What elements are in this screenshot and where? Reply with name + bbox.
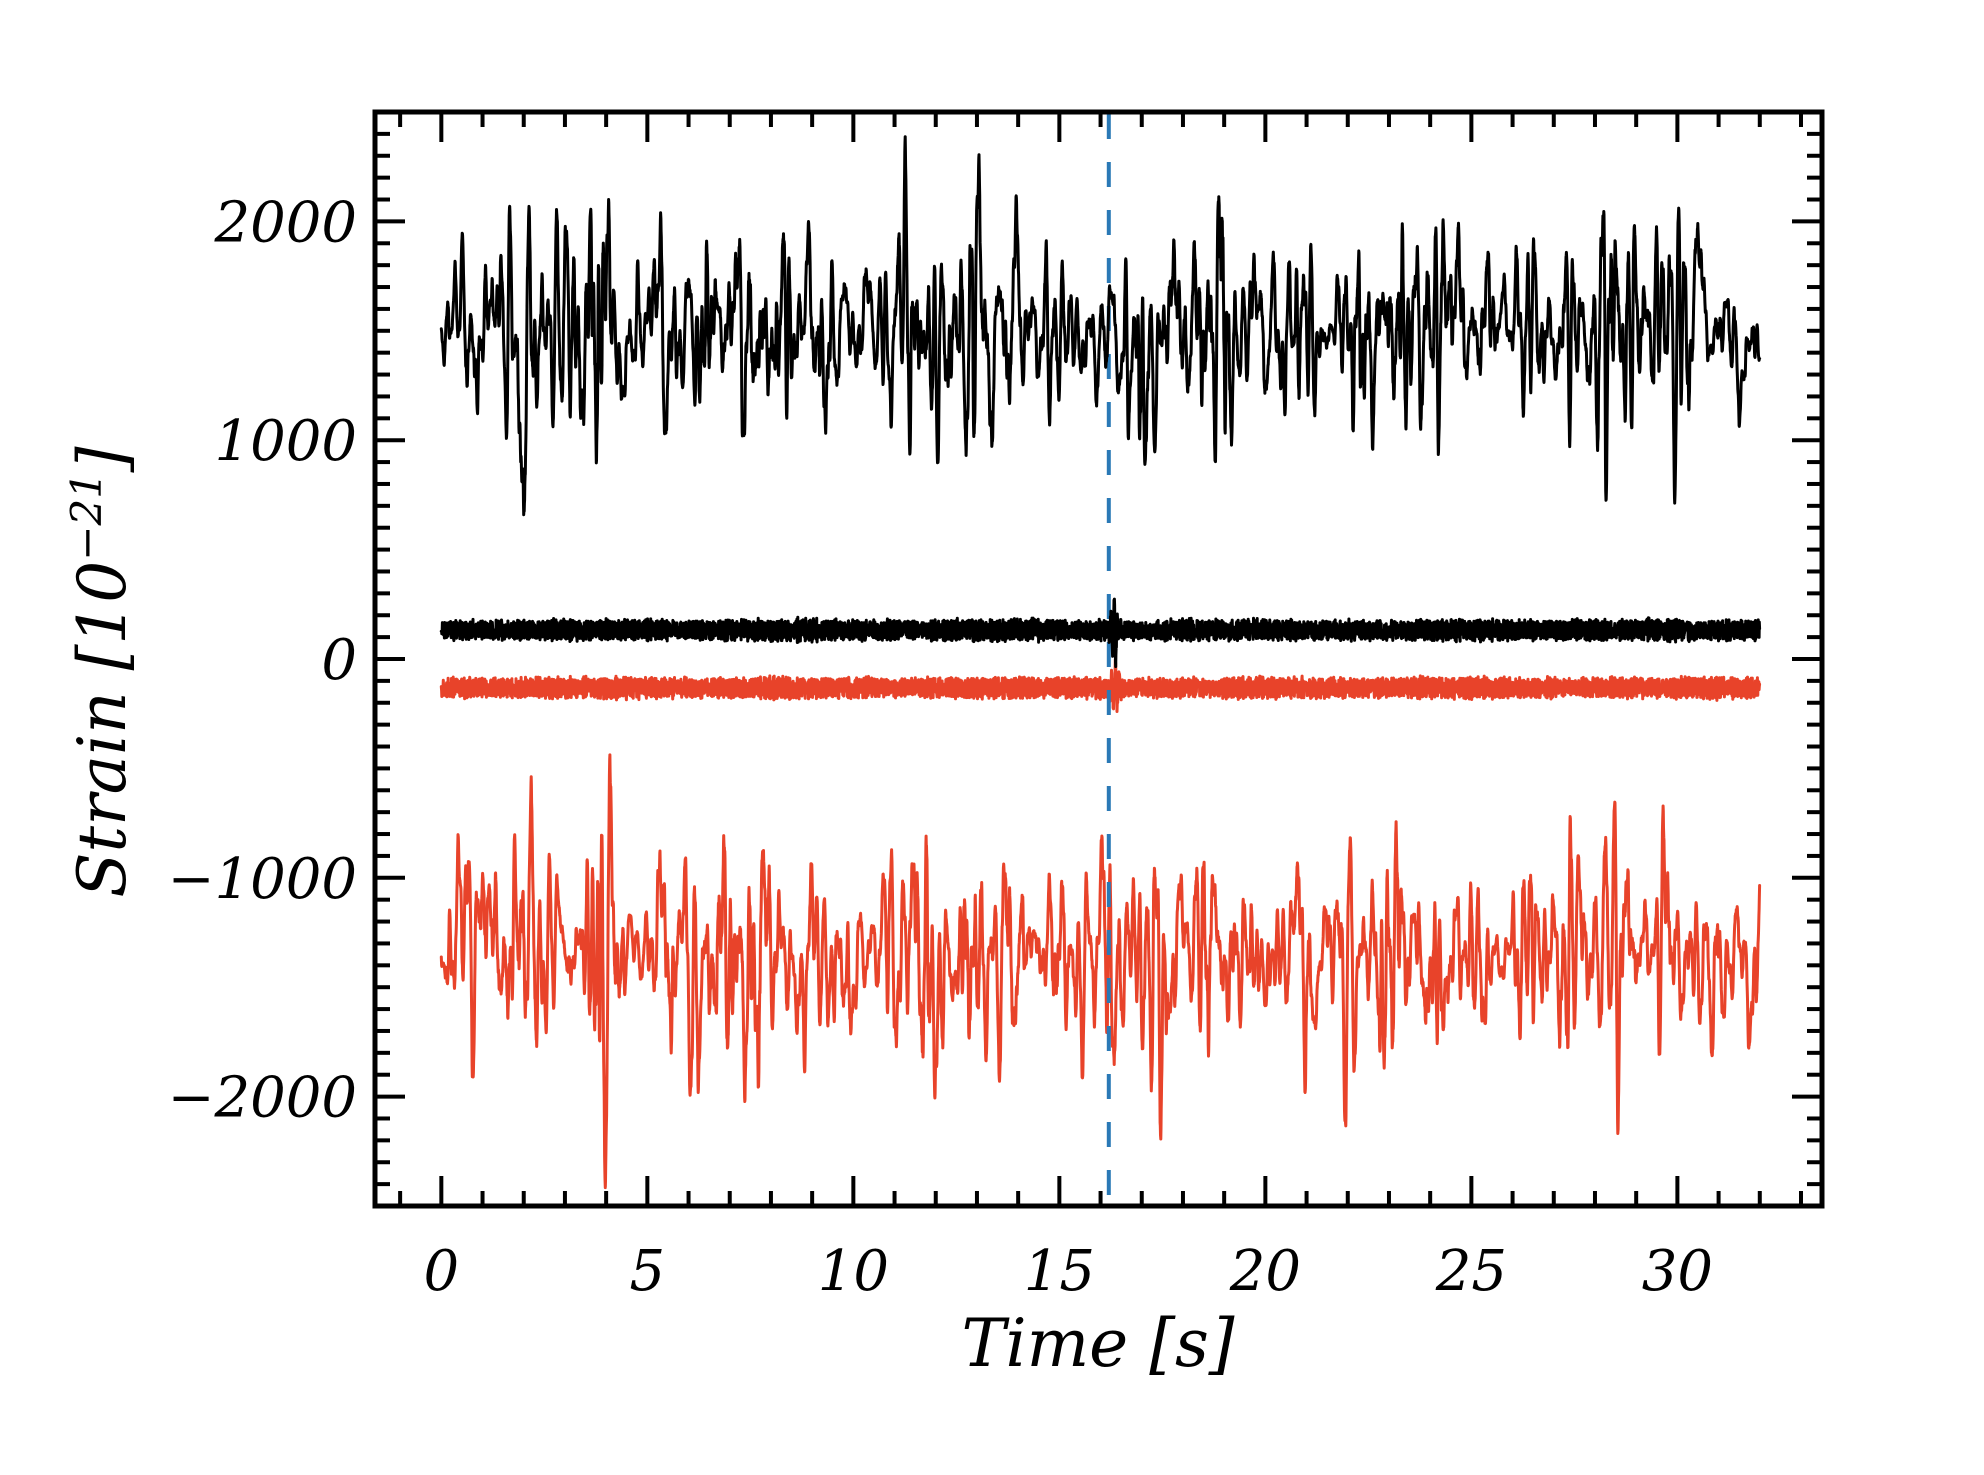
x-tick-label: 10 bbox=[818, 1239, 889, 1304]
y-axis-label-exponent: −21 bbox=[62, 472, 111, 561]
trace-black-upper-bandpassed bbox=[439, 135, 1762, 517]
trace-red-center-whitened bbox=[439, 658, 1762, 713]
y-tick-label: −2000 bbox=[168, 1066, 357, 1131]
y-tick-label: 2000 bbox=[213, 190, 357, 255]
trace-red-lower-bandpassed bbox=[439, 753, 1762, 1190]
trace-black-center-whitened bbox=[439, 597, 1762, 668]
x-tick-label: 30 bbox=[1642, 1239, 1713, 1304]
x-tick-label: 0 bbox=[424, 1239, 460, 1304]
x-tick-label: 25 bbox=[1435, 1239, 1507, 1304]
y-axis-label-close: ] bbox=[64, 446, 141, 473]
red-traces-group bbox=[439, 658, 1762, 1190]
black-traces-group bbox=[439, 135, 1762, 668]
y-axis-label-base: Strain [10 bbox=[64, 561, 141, 898]
y-axis-label: Strain [10−21] bbox=[62, 446, 141, 898]
y-tick-label: 1000 bbox=[214, 409, 357, 474]
x-tick-label: 5 bbox=[630, 1239, 666, 1304]
tick-labels-group: 0 5 10 15 20 25 30 −2000 −1000 0 1000 2000 bbox=[168, 190, 1713, 1304]
y-tick-label: 0 bbox=[321, 628, 357, 693]
y-tick-label: −1000 bbox=[168, 847, 357, 912]
axes-group bbox=[372, 109, 1825, 1209]
x-axis-label: Time [s] bbox=[961, 1305, 1234, 1382]
x-tick-label: 20 bbox=[1229, 1239, 1301, 1304]
x-tick-label: 15 bbox=[1024, 1239, 1095, 1304]
